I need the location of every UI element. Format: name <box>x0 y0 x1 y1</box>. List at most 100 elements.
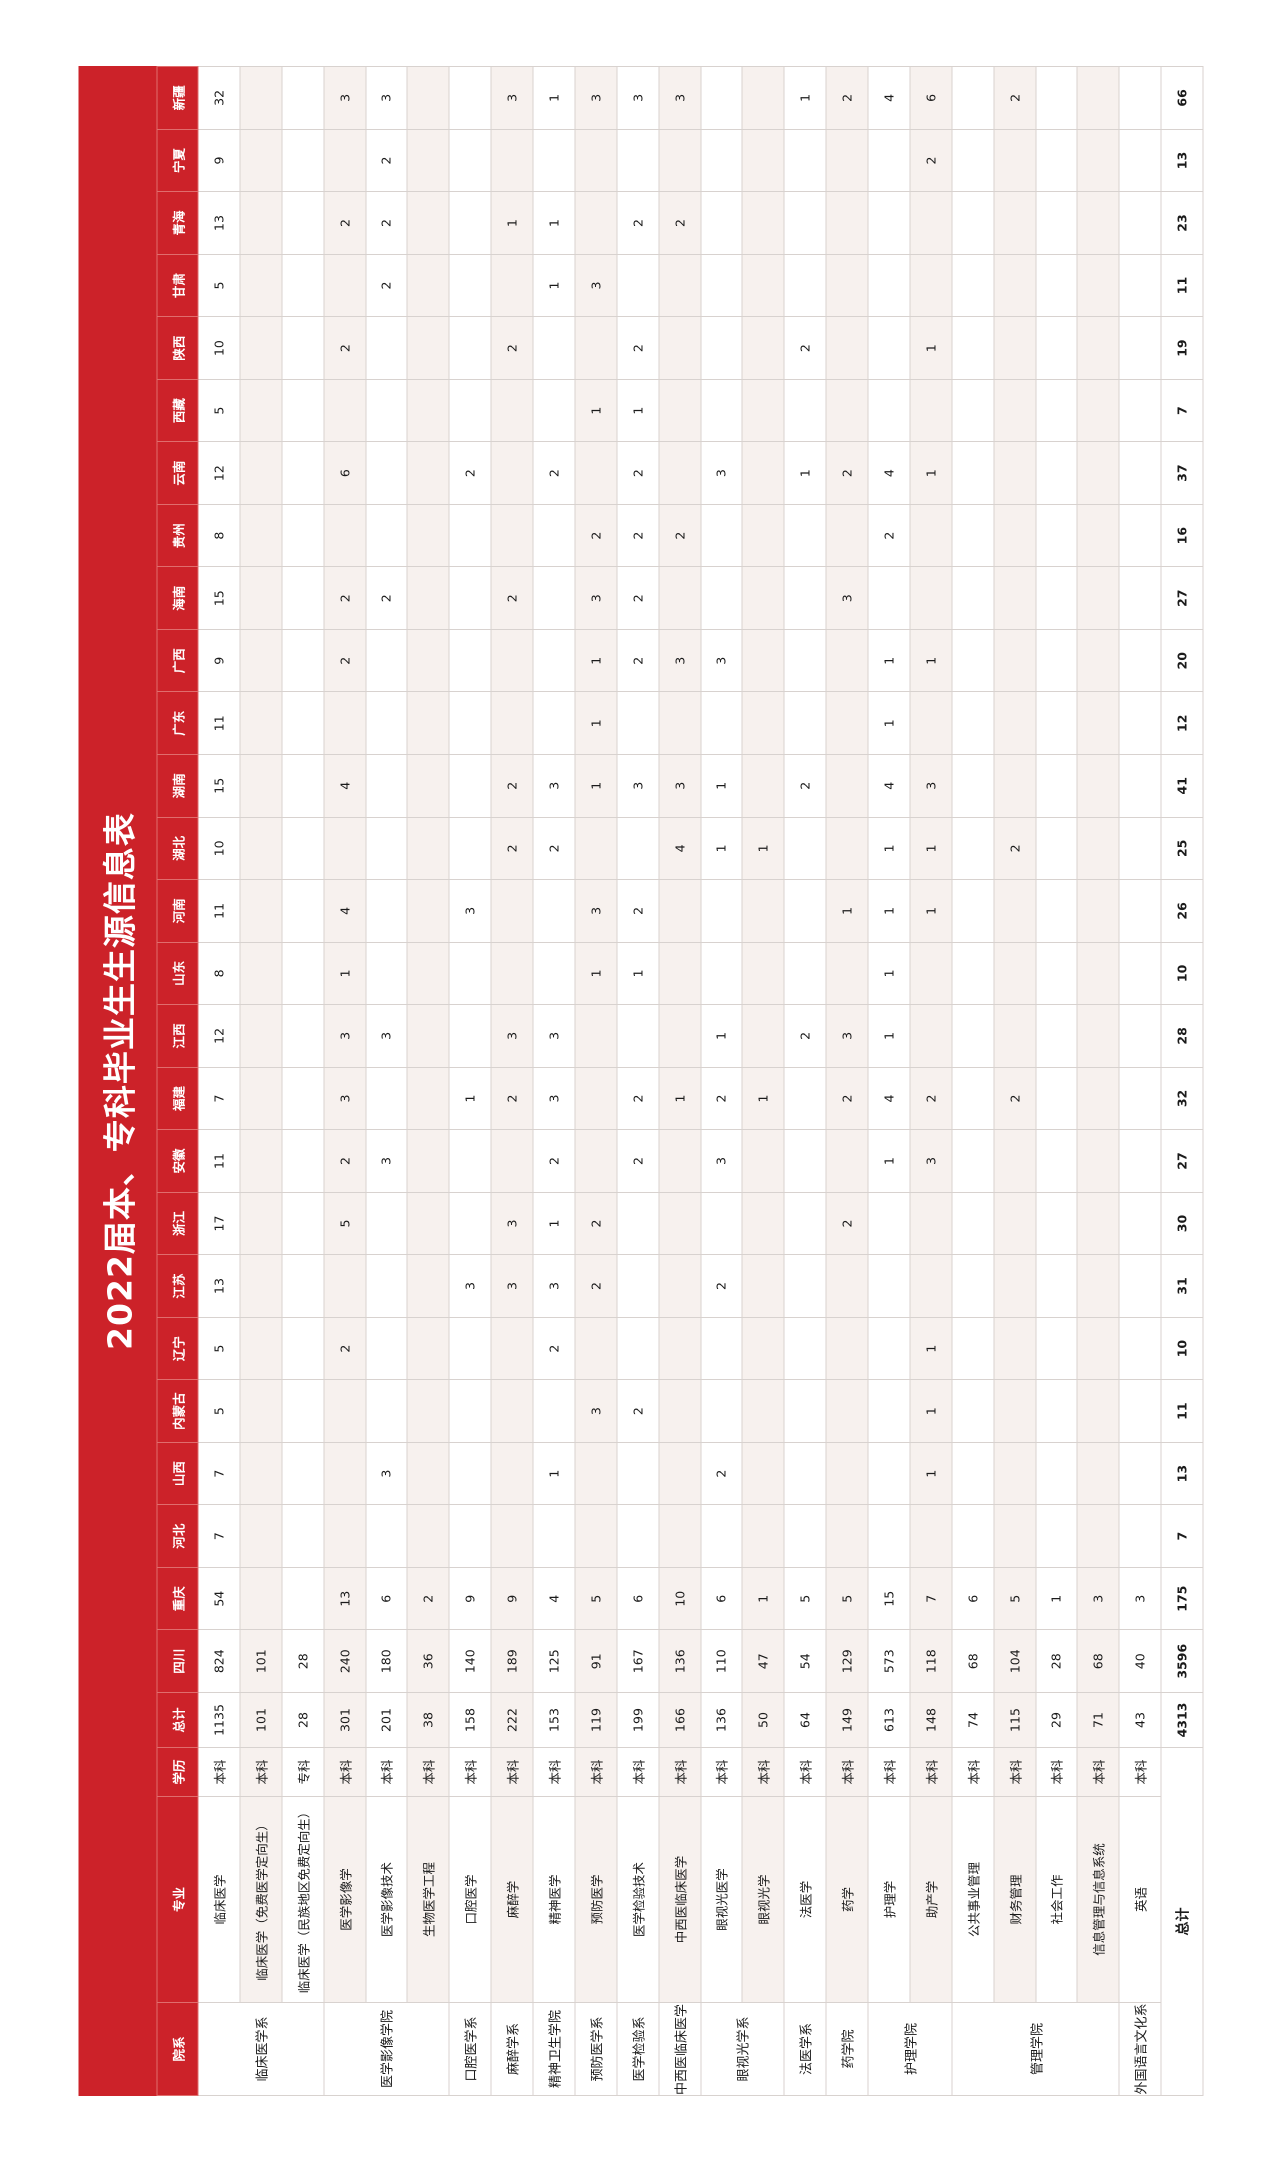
column-header-degree: 学历 <box>156 1747 198 1796</box>
cell-province-count <box>1035 441 1077 504</box>
cell-province-count: 125 <box>532 1629 575 1692</box>
cell-province-count <box>448 378 491 442</box>
cell-province-count <box>909 1254 952 1317</box>
cell-province-count <box>616 1441 659 1505</box>
cell-province-count <box>993 253 1035 317</box>
column-header-province: 云南 <box>156 441 198 504</box>
cell-province-count: 1 <box>574 378 617 442</box>
cell-province-count <box>1118 316 1161 379</box>
column-header-province: 宁夏 <box>156 128 198 192</box>
column-header-province: 甘肃 <box>156 253 198 317</box>
cell-province-count <box>1118 441 1161 504</box>
cell-province-count <box>239 1379 282 1442</box>
cell-province-count <box>490 1379 533 1442</box>
cell-province-count <box>909 691 952 755</box>
cell-major: 法医学 <box>783 1796 826 2002</box>
cell-province-count: 10 <box>197 316 240 379</box>
cell-province-count <box>951 441 994 504</box>
cell-province-count: 6 <box>323 441 365 504</box>
cell-province-count: 4 <box>658 816 700 880</box>
cell-province-count <box>448 66 491 129</box>
cell-province-count <box>1035 253 1077 317</box>
cell-province-count <box>323 816 365 880</box>
cell-province-count: 101 <box>239 1629 282 1692</box>
cell-province-count: 3 <box>658 66 700 129</box>
cell-total: 136 <box>700 1692 742 1747</box>
cell-province-count: 180 <box>365 1629 407 1692</box>
cell-province-count <box>281 566 324 629</box>
cell-province-count: 2 <box>867 503 910 567</box>
cell-province-count: 3 <box>448 1254 491 1317</box>
cell-province-count: 2 <box>365 191 407 254</box>
table-row: 精神卫生学院 精神医学 本科 153 125 4 1 2 3 1 2 3 3 2 3 2 1 1 1 <box>532 66 575 2095</box>
cell-province-count: 91 <box>574 1629 617 1692</box>
cell-province-count <box>700 316 742 379</box>
column-header-province: 广东 <box>156 691 198 755</box>
cell-province-count <box>741 503 784 567</box>
cell-province-count <box>239 316 282 379</box>
cell-province-count <box>741 253 784 317</box>
cell-province-count <box>951 941 994 1005</box>
cell-province-count: 2 <box>616 441 659 504</box>
cell-province-count <box>406 66 449 129</box>
cell-province-count <box>993 1316 1035 1380</box>
cell-province-count: 9 <box>197 128 240 192</box>
cell-province-count: 3 <box>574 566 617 629</box>
cell-major: 助产学 <box>909 1796 952 2002</box>
cell-province-count <box>448 503 491 567</box>
cell-department: 管理学院 <box>951 2002 1119 2095</box>
cell-province-count: 2 <box>365 128 407 192</box>
cell-province-count: 5 <box>323 1191 365 1255</box>
cell-province-count <box>323 503 365 567</box>
cell-province-count <box>1035 1504 1077 1567</box>
cell-province-count: 2 <box>490 566 533 629</box>
cell-province-count <box>239 628 282 692</box>
cell-province-count: 3 <box>574 253 617 317</box>
cell-province-count <box>741 691 784 755</box>
grand-total-province-count: 175 <box>1160 1566 1203 1630</box>
cell-total: 149 <box>825 1692 868 1747</box>
grand-total-value: 4313 <box>1160 1692 1203 1747</box>
cell-province-count <box>1035 316 1077 379</box>
cell-province-count: 1 <box>700 1004 742 1067</box>
cell-province-count: 6 <box>951 1566 994 1630</box>
cell-province-count <box>951 1504 994 1567</box>
cell-province-count: 2 <box>490 816 533 880</box>
cell-province-count: 4 <box>532 1566 575 1630</box>
cell-province-count: 2 <box>574 503 617 567</box>
cell-province-count <box>825 1379 868 1442</box>
cell-province-count <box>825 128 868 192</box>
cell-degree: 本科 <box>951 1747 994 1796</box>
cell-province-count: 4 <box>323 754 365 817</box>
cell-province-count <box>1035 128 1077 192</box>
cell-province-count: 13 <box>323 1566 365 1630</box>
cell-province-count: 4 <box>867 1066 910 1130</box>
cell-province-count <box>281 1566 324 1630</box>
cell-total: 158 <box>448 1692 491 1747</box>
column-header-province: 辽宁 <box>156 1316 198 1380</box>
cell-province-count: 2 <box>323 316 365 379</box>
cell-province-count: 5 <box>197 253 240 317</box>
cell-province-count <box>448 253 491 317</box>
cell-province-count <box>365 1254 407 1317</box>
cell-province-count <box>783 1379 826 1442</box>
cell-province-count <box>867 128 910 192</box>
cell-province-count <box>281 691 324 755</box>
cell-province-count <box>867 1316 910 1380</box>
cell-province-count <box>909 191 952 254</box>
cell-province-count <box>700 253 742 317</box>
cell-province-count <box>448 1191 491 1255</box>
cell-province-count <box>1035 1066 1077 1130</box>
cell-province-count: 3 <box>532 1066 575 1130</box>
cell-province-count: 1 <box>909 441 952 504</box>
cell-province-count <box>825 253 868 317</box>
cell-province-count <box>700 1191 742 1255</box>
cell-province-count <box>783 1066 826 1130</box>
cell-province-count: 1 <box>700 754 742 817</box>
cell-province-count <box>658 1316 700 1380</box>
cell-department: 临床医学系 <box>197 2002 324 2095</box>
cell-province-count: 10 <box>197 816 240 880</box>
cell-province-count: 3 <box>490 66 533 129</box>
cell-province-count <box>1076 941 1119 1005</box>
cell-province-count <box>616 691 659 755</box>
